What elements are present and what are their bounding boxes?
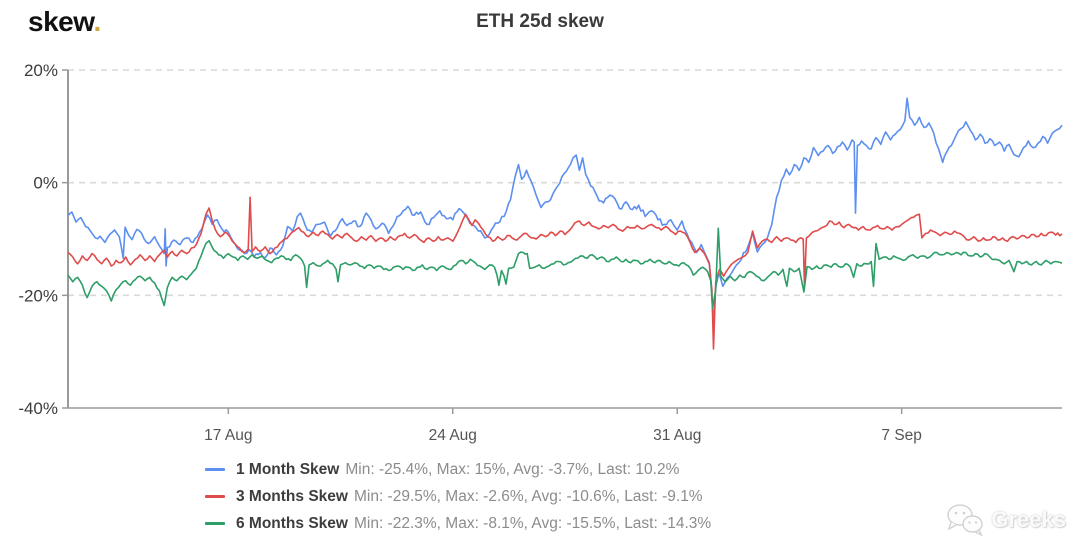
legend-swatch — [205, 495, 225, 498]
legend-series-stats: Min: -25.4%, Max: 15%, Avg: -3.7%, Last:… — [345, 460, 680, 478]
chart-canvas: 20% 0% -20% -40% 17 Aug 24 Aug 31 Aug 7 Sep — [18, 61, 1063, 444]
chart-title: ETH 25d skew — [476, 11, 604, 32]
y-tick-label: -20% — [18, 286, 58, 305]
series-line-1-month-skew — [67, 97, 1063, 327]
legend-item-6-months-skew[interactable]: 6 Months Skew Min: -22.3%, Max: -8.1%, Av… — [205, 510, 711, 537]
legend-series-stats: Min: -22.3%, Max: -8.1%, Avg: -15.5%, La… — [353, 514, 712, 532]
wechat-icon — [947, 504, 984, 537]
x-tick-label: 7 Sep — [881, 427, 922, 444]
y-tick-label: -40% — [18, 399, 58, 418]
legend-swatch — [205, 522, 225, 525]
legend-series-stats: Min: -29.5%, Max: -2.6%, Avg: -10.6%, La… — [353, 487, 703, 505]
series-line-6-months-skew — [67, 227, 1063, 310]
skew-logo: skew. — [28, 6, 101, 38]
legend-series-name: 1 Month Skew — [236, 460, 340, 478]
x-tick-label: 31 Aug — [653, 427, 701, 444]
series-line-3-months-skew — [67, 196, 1063, 350]
legend-series-name: 3 Months Skew — [236, 487, 348, 505]
chart-legend: 1 Month Skew Min: -25.4%, Max: 15%, Avg: … — [205, 456, 711, 537]
y-tick-label: 20% — [24, 61, 58, 80]
legend-swatch — [205, 468, 225, 471]
watermark-text: Greeks — [991, 507, 1066, 532]
greeks-watermark: Greeks — [945, 503, 1066, 537]
legend-item-1-month-skew[interactable]: 1 Month Skew Min: -25.4%, Max: 15%, Avg: … — [205, 456, 711, 483]
legend-series-name: 6 Months Skew — [236, 514, 348, 532]
legend-item-3-months-skew[interactable]: 3 Months Skew Min: -29.5%, Max: -2.6%, Av… — [205, 483, 711, 510]
y-tick-label: 0% — [33, 174, 58, 193]
logo-text: skew — [28, 6, 94, 37]
logo-gold-dot: . — [93, 6, 101, 37]
x-tick-label: 24 Aug — [429, 427, 477, 444]
x-tick-label: 17 Aug — [204, 427, 252, 444]
